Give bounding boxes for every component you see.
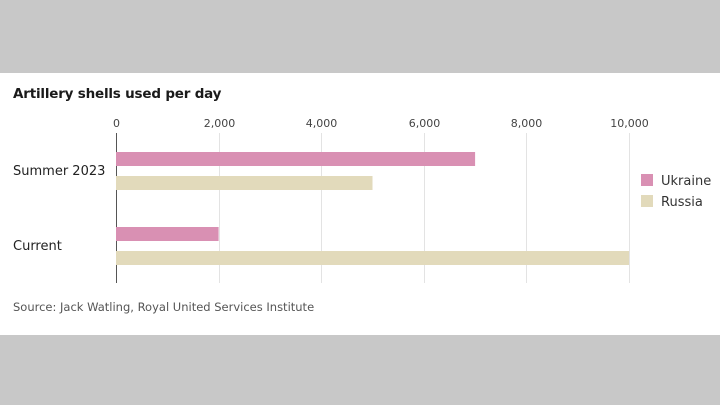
x-tick-label: 4,000	[306, 117, 338, 130]
category-label: Current	[13, 239, 62, 254]
x-tick-label: 8,000	[511, 117, 543, 130]
category-label: Summer 2023	[13, 164, 105, 179]
bar-russia-summer-2023	[116, 176, 373, 190]
x-tick-label: 10,000	[610, 117, 649, 130]
x-tick-label: 6,000	[409, 117, 441, 130]
legend-label-russia: Russia	[661, 195, 703, 210]
source-note: Source: Jack Watling, Royal United Servi…	[13, 300, 315, 314]
legend-swatch-russia	[641, 195, 653, 207]
x-tick-label: 2,000	[204, 117, 236, 130]
bar-ukraine-current	[116, 227, 219, 241]
legend-swatch-ukraine	[641, 174, 653, 186]
bar-russia-current	[116, 251, 629, 265]
x-tick-label: 0	[113, 117, 120, 130]
chart-title: Artillery shells used per day	[13, 86, 222, 102]
bar-chart: 0 2,000 4,000 6,000 8,000 10,000 Summer 2023 Cu…	[13, 117, 711, 283]
bar-ukraine-summer-2023	[116, 152, 476, 166]
chart-card: 0 2,000 4,000 6,000 8,000 10,000 Summer 2023 Cu…	[0, 73, 720, 335]
legend-label-ukraine: Ukraine	[661, 174, 711, 189]
